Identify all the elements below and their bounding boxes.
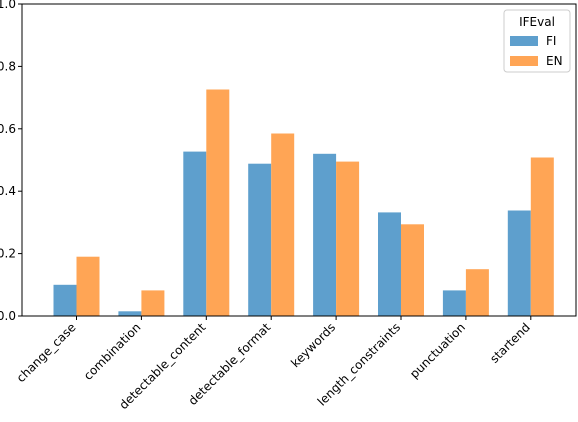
bar-fi-combination [118,311,142,316]
legend-label-en: EN [546,54,563,68]
bar-en-length_constraints [401,224,424,316]
x-tick-label: startend [487,320,533,366]
x-tick-label: punctuation [407,320,468,381]
x-tick-label: combination [81,320,144,383]
legend-title: IFEval [519,15,555,29]
bar-fi-keywords [313,153,337,316]
x-tick-label: change_case [14,320,79,385]
y-tick-label: 1.0 [0,0,16,11]
bar-fi-punctuation [442,290,466,316]
bar-fi-change_case [53,284,77,316]
bar-en-startend [530,157,554,316]
bar-fi-detectable_content [183,151,207,316]
bar-en-punctuation [465,269,489,316]
bar-en-keywords [336,161,360,316]
bar-en-change_case [76,256,100,316]
bar-en-detectable_format [271,133,295,316]
y-tick-label: 0.8 [0,59,16,73]
x-axis: change_case combinationdetectable_content… [14,316,533,412]
legend: IFEval FI EN [503,9,571,73]
bars-group [53,89,554,316]
bar-fi-detectable_format [248,163,272,316]
y-tick-label: 0.6 [0,122,16,136]
x-tick-label: keywords [288,320,338,370]
y-tick-label: 0.4 [0,184,16,198]
bar-en-combination [141,290,165,316]
y-axis: 0.0 0.2 0.4 0.6 0.8 1.0 [0,0,22,323]
legend-swatch-en [510,56,538,66]
legend-label-fi: FI [546,34,556,48]
legend-swatch-fi [510,36,538,46]
bar-fi-length_constraints [378,212,401,316]
bar-en-detectable_content [206,89,230,316]
plot-frame [21,3,577,317]
y-tick-label: 0.2 [0,247,16,261]
y-tick-label: 0.0 [0,309,16,323]
bar-fi-startend [507,210,531,316]
legend-items: FI EN [510,34,563,68]
